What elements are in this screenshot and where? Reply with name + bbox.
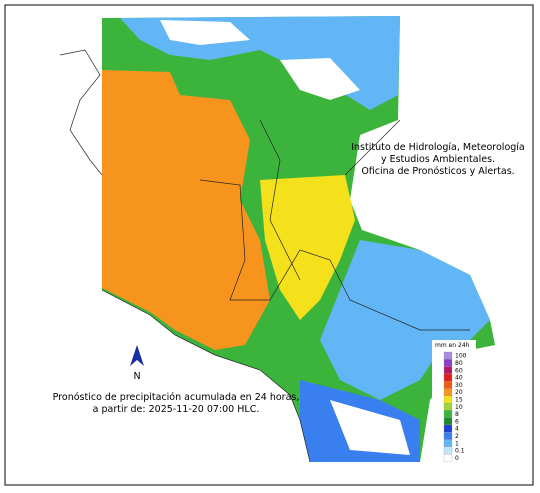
legend-swatch [443, 454, 453, 462]
legend-swatch [443, 359, 453, 367]
legend-swatch [443, 439, 453, 448]
legend-swatch [443, 395, 453, 404]
legend-label: 4 [455, 426, 459, 433]
region-dry [330, 400, 410, 455]
legend-swatch [443, 388, 453, 396]
border [259, 119, 301, 281]
legend-swatch [443, 446, 453, 455]
region-blue-east [320, 240, 490, 400]
legend-label: 15 [455, 396, 463, 403]
region-dry [280, 58, 360, 100]
legend-label: 10 [455, 404, 463, 411]
coastline [344, 119, 401, 176]
institute-line: Instituto de Hidrología, Meteorología [351, 142, 525, 153]
north-arrow: N [130, 345, 144, 382]
border [199, 179, 470, 331]
legend-swatch [443, 402, 453, 411]
region-dry [160, 20, 250, 45]
region-orange [102, 70, 270, 350]
institute-line: y Estudios Ambientales. [381, 154, 495, 165]
region-yellow [260, 175, 355, 320]
forecast-line: Pronóstico de precipitación acumulada en… [53, 392, 300, 403]
legend-swatch [443, 432, 453, 440]
arrow [130, 345, 144, 366]
legend-swatch [443, 424, 453, 433]
institute-line: Oficina de Pronósticos y Alertas. [361, 166, 514, 177]
legend-label: 80 [455, 360, 463, 367]
legend-label: 30 [455, 382, 463, 389]
north-label: N [133, 371, 140, 382]
legend-swatch [443, 417, 453, 426]
precipitation-field [102, 16, 495, 462]
legend-label: 1 [455, 440, 459, 447]
legend-label: 20 [455, 389, 463, 396]
legend-label: 8 [455, 411, 459, 418]
legend-title: mm en 24h [435, 342, 470, 349]
legend-label: 40 [455, 375, 463, 382]
legend-swatch [443, 373, 453, 382]
legend-swatch [443, 381, 453, 389]
legend-swatch [443, 351, 453, 360]
legend-label: 2 [455, 433, 459, 440]
legend-label: 0 [455, 455, 459, 462]
forecast-text: Pronóstico de precipitación acumulada en… [53, 392, 300, 415]
legend-label: 100 [455, 353, 467, 360]
boundaries [59, 49, 470, 463]
legend-label: 60 [455, 367, 463, 374]
coastline [101, 289, 311, 463]
legend-box [432, 340, 476, 466]
forecast-line: a partir de: 2025-11-20 07:00 HLC. [93, 404, 260, 415]
coastline [59, 49, 103, 176]
legend-swatch [443, 410, 453, 418]
legend-swatch [443, 366, 453, 375]
legend-label: 6 [455, 418, 459, 425]
institute-text: Instituto de Hidrología, Meteorología y … [351, 142, 525, 177]
legend-label: 0.1 [455, 448, 465, 455]
